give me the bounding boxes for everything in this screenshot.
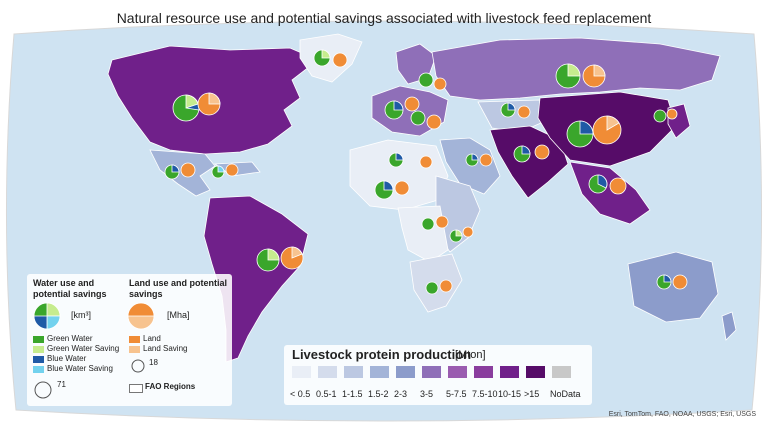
land-saving-swatch: [129, 346, 140, 353]
scale-swatch: [448, 366, 467, 378]
water-legend-heading: Water use and potential savings: [33, 278, 107, 299]
scale-swatch: [396, 366, 415, 378]
land-unit: [Mha]: [167, 310, 190, 320]
map-credit: Esri, TomTom, FAO, NOAA, USGS; Esri, USG…: [608, 411, 756, 418]
green-water-saving-swatch: [33, 346, 44, 353]
scale-swatch: [552, 366, 571, 378]
map-title: Natural resource use and potential savin…: [116, 10, 652, 26]
region-south-asia: [489, 125, 569, 199]
scale-label: < 0.5: [290, 389, 311, 399]
green-water-label: Green Water: [47, 334, 93, 343]
scale-label: 2-3: [394, 389, 408, 399]
scale-swatch: [318, 366, 337, 378]
scale-swatch: [422, 366, 441, 378]
scale-label: 7.5-10: [472, 389, 498, 399]
region-southeast-asia: [569, 161, 651, 225]
scale-label: 0.5-1: [316, 389, 337, 399]
blue-water-saving-swatch: [33, 366, 44, 373]
fao-regions-swatch: [129, 384, 143, 393]
scale-swatch: [344, 366, 363, 378]
water-size-ref-circle: [34, 381, 52, 399]
scale-label: 1.5-2: [368, 389, 389, 399]
resource-legend: Water use and potential savings [km³] Gr…: [27, 274, 232, 406]
scale-swatch: [370, 366, 389, 378]
land-pie-legend-icon: [127, 302, 155, 330]
scale-swatch: [292, 366, 311, 378]
scale-swatch: [526, 366, 545, 378]
green-water-saving-label: Green Water Saving: [47, 344, 120, 353]
blue-water-swatch: [33, 356, 44, 363]
land-size-ref-value: 18: [149, 358, 158, 367]
fao-regions-label: FAO Regions: [145, 382, 196, 391]
blue-water-label: Blue Water: [47, 354, 87, 363]
production-scale-title: Livestock protein production: [292, 347, 472, 362]
land-swatch: [129, 336, 140, 343]
region-australia: [627, 251, 719, 323]
water-unit: [km³]: [71, 310, 91, 320]
region-southern-africa: [409, 253, 463, 313]
region-north-africa: [349, 139, 449, 211]
scale-swatch: [500, 366, 519, 378]
scale-label: NoData: [550, 389, 581, 399]
scale-label: >15: [524, 389, 540, 399]
land-size-ref-circle: [131, 359, 145, 373]
scale-label: 5-7.5: [446, 389, 467, 399]
resource-pies: [164, 49, 688, 295]
blue-water-saving-label: Blue Water Saving: [47, 364, 113, 373]
land-saving-label: Land Saving: [143, 344, 188, 353]
land-label: Land: [143, 334, 161, 343]
green-water-swatch: [33, 336, 44, 343]
water-size-ref-value: 71: [57, 380, 66, 389]
scale-swatch: [474, 366, 493, 378]
region-central-asia: [477, 99, 549, 133]
production-scale-legend: Livestock protein production [Mton] < 0.…: [284, 345, 592, 405]
region-new-zealand: [721, 311, 737, 341]
region-greenland: [299, 33, 363, 83]
land-legend-heading: Land use and potential savings: [129, 278, 228, 299]
scale-label: 10-15: [498, 389, 522, 399]
scale-label: 1-1.5: [342, 389, 363, 399]
water-pie-legend-icon: [33, 302, 61, 330]
production-scale-unit: [Mton]: [455, 349, 486, 361]
scale-label: 3-5: [420, 389, 434, 399]
